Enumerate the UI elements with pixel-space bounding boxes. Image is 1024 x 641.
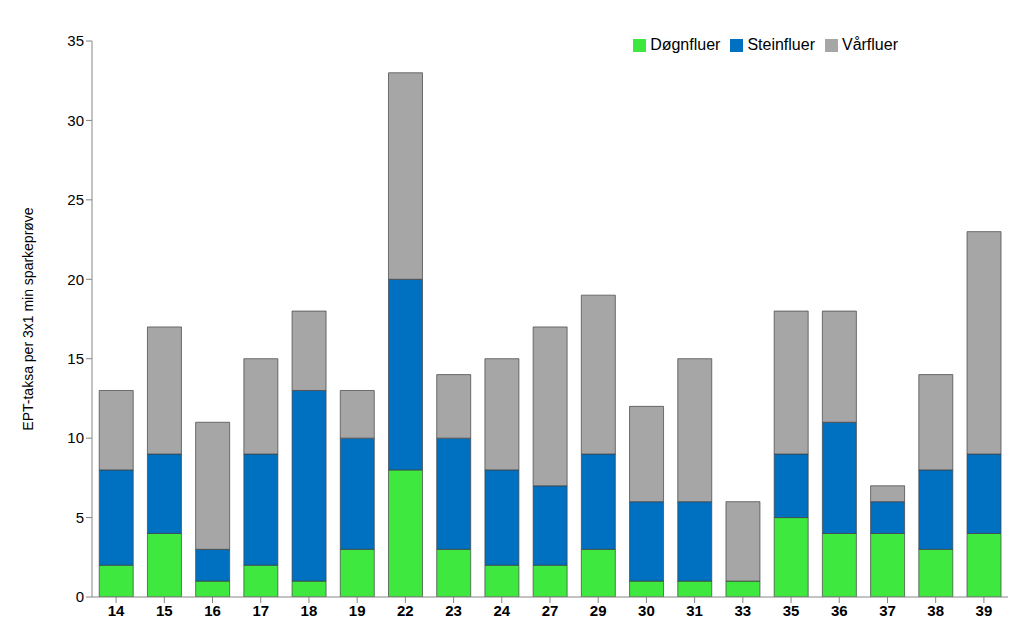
svg-text:39: 39: [976, 602, 993, 619]
svg-text:37: 37: [879, 602, 896, 619]
svg-text:31: 31: [686, 602, 703, 619]
svg-text:23: 23: [445, 602, 462, 619]
svg-text:20: 20: [67, 271, 84, 288]
svg-text:35: 35: [783, 602, 800, 619]
svg-text:33: 33: [734, 602, 751, 619]
svg-text:29: 29: [590, 602, 607, 619]
svg-text:17: 17: [252, 602, 269, 619]
svg-text:24: 24: [493, 602, 510, 619]
svg-text:35: 35: [67, 32, 84, 49]
svg-text:22: 22: [397, 602, 414, 619]
svg-text:15: 15: [156, 602, 173, 619]
html-text:Døgnfluer: Døgnfluer: [650, 36, 721, 53]
svg-text:38: 38: [927, 602, 944, 619]
svg-text:15: 15: [67, 350, 84, 367]
svg-text:10: 10: [67, 429, 84, 446]
svg-text:27: 27: [542, 602, 559, 619]
svg-text:0: 0: [76, 588, 84, 605]
html-text:Vårfluer: Vårfluer: [842, 36, 898, 53]
svg-text:18: 18: [301, 602, 318, 619]
svg-text:36: 36: [831, 602, 848, 619]
svg-text:30: 30: [638, 602, 655, 619]
svg-text:EPT-taksa per 3x1 min sparkepr: EPT-taksa per 3x1 min sparkeprøve: [20, 207, 36, 431]
svg-text:5: 5: [76, 509, 84, 526]
svg-text:14: 14: [108, 602, 125, 619]
svg-text:19: 19: [349, 602, 366, 619]
svg-text:30: 30: [67, 112, 84, 129]
html-text:Steinfluer: Steinfluer: [747, 36, 815, 53]
svg-text:25: 25: [67, 191, 84, 208]
svg-text:16: 16: [204, 602, 221, 619]
